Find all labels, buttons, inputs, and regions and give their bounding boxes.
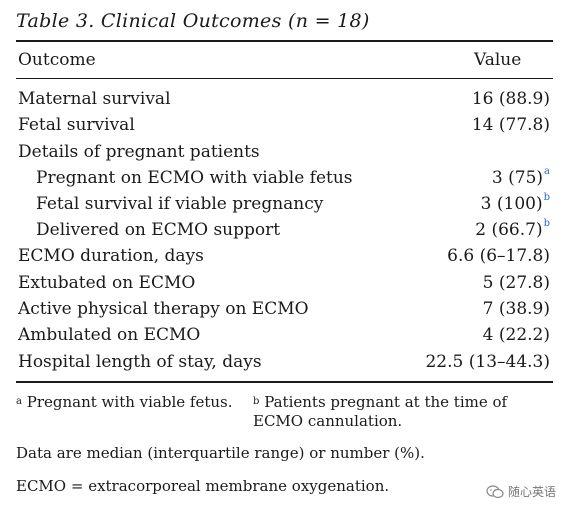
table-title: Table 3. Clinical Outcomes (n = 18) [16, 10, 370, 32]
row-label: Details of pregnant patients [18, 142, 260, 162]
row-value: 7 (38.9) [482, 299, 550, 319]
table-row: Ambulated on ECMO 4 (22.2) [16, 325, 553, 351]
bottom-rule [16, 381, 553, 383]
wechat-icon [486, 484, 504, 498]
column-header-outcome: Outcome [18, 50, 96, 70]
column-header-value: Value [474, 50, 522, 70]
row-label: Maternal survival [18, 89, 171, 109]
row-label: Hospital length of stay, days [18, 352, 262, 372]
row-label: Fetal survival [18, 115, 135, 135]
table-row: ECMO duration, days 6.6 (6–17.8) [16, 246, 553, 272]
table-row: Extubated on ECMO 5 (27.8) [16, 273, 553, 299]
footnote-mark-b: b [253, 396, 260, 407]
table-row: Fetal survival if viable pregnancy 3 (10… [16, 192, 553, 220]
row-value: 2 (66.7)b [475, 218, 550, 240]
footnote-ref-b[interactable]: b [543, 192, 550, 203]
row-value: 4 (22.2) [482, 325, 550, 345]
header-rule [16, 78, 553, 79]
row-value: 14 (77.8) [471, 115, 550, 135]
row-label: Active physical therapy on ECMO [18, 299, 309, 319]
footnote-a-text: Pregnant with viable fetus. [26, 393, 233, 411]
footnote-ref-a[interactable]: a [544, 166, 550, 177]
data-note: Data are median (interquartile range) or… [16, 444, 425, 462]
row-value: 5 (27.8) [482, 273, 550, 293]
footnote-b-text: Patients pregnant at the time of ECMO ca… [253, 393, 508, 430]
row-label: Ambulated on ECMO [18, 325, 201, 345]
top-rule [16, 40, 553, 42]
table-row: Details of pregnant patients [16, 142, 553, 168]
footnote-b: b Patients pregnant at the time of ECMO … [253, 393, 555, 431]
row-value: 3 (75)a [491, 166, 550, 188]
row-label: Delivered on ECMO support [36, 220, 281, 240]
row-label: Fetal survival if viable pregnancy [36, 194, 324, 214]
row-value: 22.5 (13–44.3) [425, 352, 550, 372]
footnote-a: a Pregnant with viable fetus. [16, 393, 256, 412]
row-value: 3 (100)b [480, 192, 550, 214]
table-row: Hospital length of stay, days 22.5 (13–4… [16, 352, 553, 378]
footnote-mark-a: a [16, 396, 22, 407]
row-label: Pregnant on ECMO with viable fetus [36, 168, 353, 188]
table-row: Delivered on ECMO support 2 (66.7)b [16, 218, 553, 246]
table-row: Fetal survival 14 (77.8) [16, 115, 553, 141]
watermark: 随心英语 [486, 483, 556, 500]
watermark-text: 随心英语 [507, 485, 556, 499]
row-value: 6.6 (6–17.8) [447, 246, 550, 266]
table-row: Active physical therapy on ECMO 7 (38.9) [16, 299, 553, 325]
table-row: Maternal survival 16 (88.9) [16, 89, 553, 115]
table-row: Pregnant on ECMO with viable fetus 3 (75… [16, 166, 553, 194]
row-value: 16 (88.9) [471, 89, 550, 109]
row-label: ECMO duration, days [18, 246, 204, 266]
footnote-ref-b[interactable]: b [543, 218, 550, 229]
abbreviation-note: ECMO = extracorporeal membrane oxygenati… [16, 477, 390, 495]
row-label: Extubated on ECMO [18, 273, 196, 293]
